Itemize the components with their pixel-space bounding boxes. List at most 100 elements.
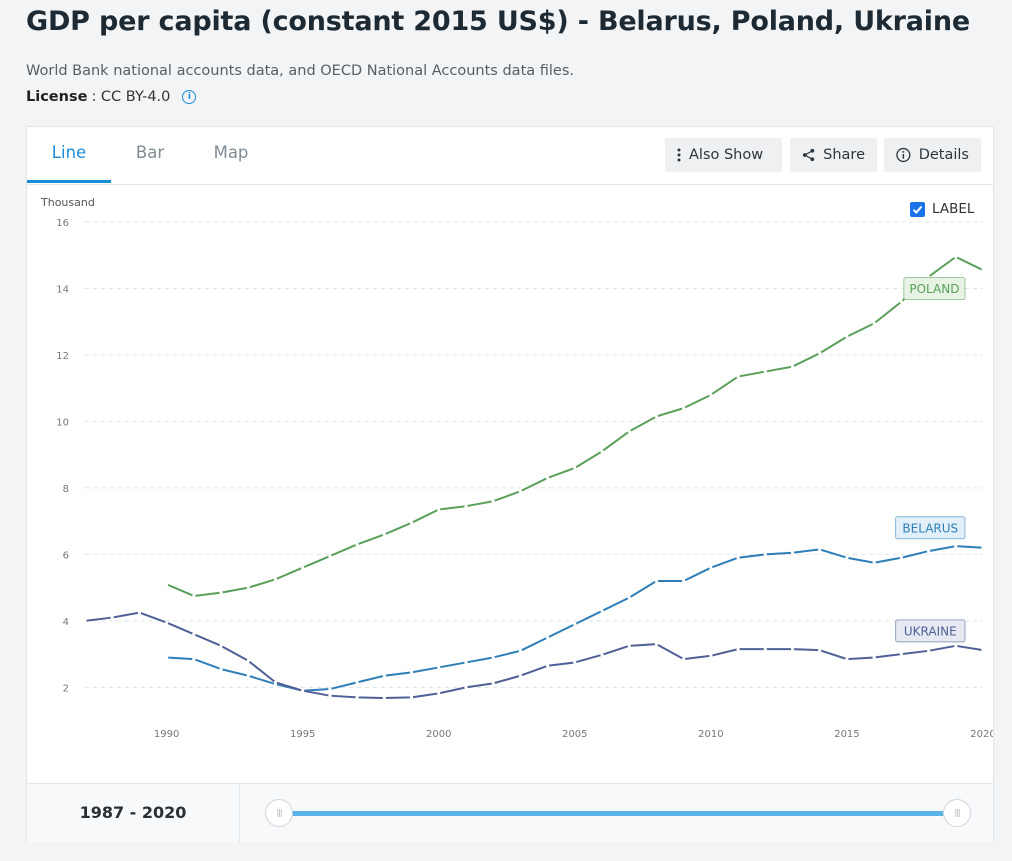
data-point-poland [573,466,577,470]
slider-grip-icon: ||| [276,808,282,817]
label-checkbox[interactable] [910,201,925,217]
data-point-poland [546,476,550,480]
series-label-ukraine: UKRAINE [904,624,957,638]
data-point-belarus [981,546,985,550]
series-line-ukraine [84,611,984,700]
data-point-belarus [246,674,250,678]
share-button[interactable]: Share [790,138,877,172]
also-show-button[interactable]: Also Show [665,138,782,172]
data-point-poland [845,335,849,339]
page-title: GDP per capita (constant 2015 US$) - Bel… [26,6,970,37]
data-point-poland [219,591,223,595]
license-key: License [26,89,88,105]
range-slider-start-handle[interactable]: ||| [265,799,293,827]
data-point-belarus [409,670,414,675]
data-point-poland [301,566,305,570]
range-slider-track[interactable] [279,811,959,816]
data-point-ukraine [790,647,795,651]
y-tick-label: 6 [63,550,69,561]
data-point-poland [464,504,468,508]
data-point-belarus [763,552,767,557]
share-icon [802,148,815,162]
y-tick-label: 12 [56,351,69,362]
also-show-label: Also Show [689,147,764,163]
line-chart: Thousand 2 4 6 8 10 12 14 16 1990 1995 2000 2005 2010… [40,196,996,740]
data-point-poland [872,321,876,325]
tab-bar[interactable]: Bar [135,143,165,162]
data-point-poland [491,499,495,503]
range-slider-end-handle[interactable]: ||| [943,799,971,827]
data-point-poland [954,255,958,259]
data-point-ukraine [736,647,740,651]
range-label: 1987 - 2020 [27,784,240,842]
data-point-belarus [818,547,822,552]
data-point-belarus [600,609,604,613]
y-tick-label: 16 [56,218,69,229]
source-text: World Bank national accounts data, and O… [26,63,574,79]
tab-line[interactable]: Line [27,127,111,183]
series-label-belarus: BELARUS [902,521,958,535]
license-line: License : CC BY-4.0 i [26,89,197,105]
chart-card: Line Bar Map Also Show Share Details [26,126,996,842]
share-label: Share [823,147,865,163]
y-tick-label: 4 [63,617,69,628]
data-point-poland [682,406,686,410]
x-tick-label: 1990 [154,729,179,740]
x-tick-label: 1995 [290,729,315,740]
data-point-belarus [437,665,441,670]
chart-area: Thousand 2 4 6 8 10 12 14 16 1990 1995 2000 2005 2010… [27,184,996,784]
data-point-ukraine [954,644,958,648]
data-point-ukraine [192,632,196,636]
data-point-ukraine [899,652,903,656]
data-point-ukraine [273,680,278,684]
data-point-ukraine [328,694,332,698]
details-button[interactable]: Details [884,138,981,172]
data-point-belarus [790,551,795,555]
data-point-poland [165,582,169,586]
checkmark-icon [912,205,923,214]
data-point-poland [763,369,767,374]
data-point-ukraine [818,648,822,652]
data-point-ukraine [573,660,577,665]
data-point-poland [328,554,332,558]
data-point-ukraine [437,691,441,695]
data-point-ukraine [246,659,250,663]
data-point-ukraine [845,657,849,661]
series-tag-belarus [895,516,966,540]
range-bar: 1987 - 2020 ||| ||| [27,783,993,842]
tab-map[interactable]: Map [213,143,249,162]
y-axis-label: Thousand [40,196,95,209]
data-point-poland [654,414,659,419]
y-tick-label: 8 [63,484,69,495]
data-point-poland [355,542,359,547]
y-tick-label: 2 [63,683,69,694]
data-point-ukraine [709,654,713,658]
data-point-ukraine [409,695,414,699]
data-point-poland [273,577,278,581]
y-tick-label: 14 [56,284,69,295]
data-point-poland [709,393,713,397]
label-toggle[interactable]: LABEL [910,201,974,217]
data-point-poland [981,268,985,272]
kebab-icon [677,148,681,162]
y-tick-label: 10 [56,417,69,428]
data-point-ukraine [926,649,931,653]
data-point-belarus [518,649,522,653]
data-point-poland [246,586,250,590]
x-tick-label: 2000 [426,729,451,740]
info-icon[interactable]: i [182,90,197,104]
data-point-ukraine [219,644,223,648]
data-point-belarus [654,579,659,583]
data-point-belarus [192,657,196,661]
data-point-ukraine [546,664,550,668]
data-point-poland [437,507,441,512]
label-toggle-text: LABEL [932,201,975,217]
data-point-poland [409,521,414,525]
license-value: : CC BY-4.0 [91,89,171,105]
data-point-ukraine [355,695,359,699]
x-tick-label: 2010 [698,729,723,740]
info-circle-icon [896,147,911,163]
series-line-belarus [166,545,984,692]
data-point-belarus [491,655,495,660]
data-point-ukraine [600,653,604,657]
